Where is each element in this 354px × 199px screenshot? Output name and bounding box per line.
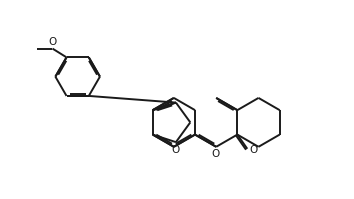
Text: O: O <box>212 149 220 159</box>
Text: O: O <box>250 145 258 155</box>
Text: O: O <box>48 37 57 47</box>
Text: O: O <box>172 145 180 155</box>
